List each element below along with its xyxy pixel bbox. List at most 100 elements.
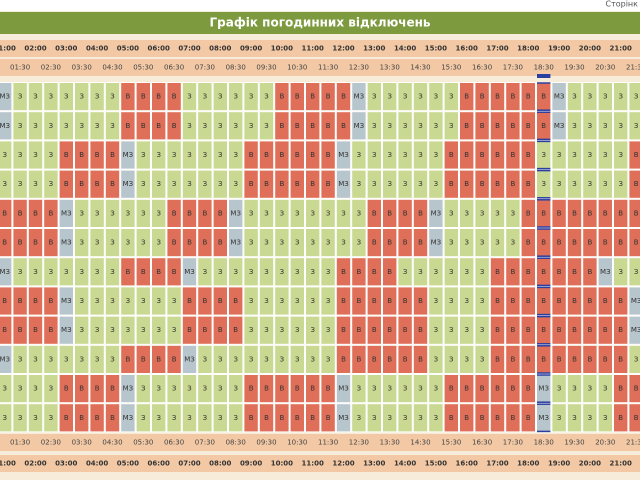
cell: [613, 315, 629, 345]
cell: [520, 286, 536, 316]
cell: [181, 198, 198, 229]
cell: [166, 169, 182, 199]
cell: [335, 198, 352, 229]
cell-label: З: [156, 209, 161, 217]
cell-label: В: [372, 239, 377, 247]
cell-label: З: [187, 414, 192, 422]
cell: [89, 140, 105, 170]
cell: [443, 257, 460, 287]
half-hour-label: 09:30: [256, 64, 276, 72]
cell-label: В: [634, 239, 639, 247]
half-hour-label: 13:30: [380, 64, 400, 72]
cell: [43, 228, 59, 258]
half-hour-label: 11:30: [318, 439, 338, 447]
cell: [412, 403, 429, 433]
cell-label: З: [387, 180, 392, 188]
cell-label: В: [587, 297, 592, 305]
cell-label: З: [33, 93, 38, 101]
cell-label: В: [587, 209, 592, 217]
cell-label: З: [603, 151, 608, 159]
cell: [289, 111, 306, 141]
cell-label: В: [326, 151, 331, 159]
cell: [305, 403, 321, 433]
cell: [351, 140, 367, 170]
cell-label: З: [110, 297, 115, 305]
cell-label: З: [280, 355, 285, 363]
cell-label: З: [233, 122, 238, 130]
cell: [243, 82, 259, 112]
cell-label: З: [233, 93, 238, 101]
cell: [181, 82, 198, 112]
cell: [58, 344, 74, 374]
cell: [443, 228, 460, 258]
cell-label: З: [33, 414, 38, 422]
cell: [628, 374, 640, 404]
cell: [120, 403, 136, 433]
cell: [228, 403, 244, 433]
cell-label: З: [218, 268, 223, 276]
cell: [274, 315, 290, 345]
hour-label: 11:00: [302, 460, 324, 468]
cell: [243, 111, 259, 141]
cell-label: З: [203, 414, 208, 422]
cell-label: В: [233, 326, 238, 334]
cell-label: В: [279, 385, 284, 393]
cell: [258, 82, 275, 112]
half-hour-label: 15:30: [441, 439, 461, 447]
cell-label: В: [526, 180, 531, 188]
cell: [74, 111, 90, 141]
cell-label: В: [495, 122, 500, 130]
cell: [382, 257, 398, 287]
hour-label: 02:00: [24, 45, 46, 53]
time-band: [0, 434, 640, 451]
cell-label: МЗ: [338, 151, 349, 159]
cell-label: МЗ: [338, 385, 349, 393]
cell: [166, 228, 182, 258]
cell-label: З: [264, 93, 269, 101]
cell-label: З: [95, 239, 100, 247]
cell: [366, 198, 383, 229]
cell-label: В: [603, 326, 608, 334]
cell: [474, 140, 490, 170]
cell: [382, 403, 398, 433]
cell: [489, 140, 506, 170]
cell: [258, 344, 275, 374]
cell: [135, 169, 152, 199]
cell: [151, 286, 167, 316]
cell: [366, 111, 383, 141]
cell-label: В: [79, 414, 84, 422]
cell: [212, 169, 229, 199]
cell-label: З: [49, 180, 54, 188]
cell-label: З: [387, 151, 392, 159]
cell: [443, 111, 460, 141]
cell-label: З: [64, 93, 69, 101]
cell-label: В: [18, 297, 23, 305]
cell: [135, 82, 152, 112]
cell: [89, 111, 105, 141]
cell: [181, 403, 198, 433]
cell-label: З: [634, 122, 639, 130]
cell: [382, 374, 398, 404]
cell-label: В: [64, 151, 69, 159]
cell-label: В: [310, 414, 315, 422]
cell-label: З: [341, 209, 346, 217]
cell: [397, 140, 413, 170]
cell-label: З: [449, 93, 454, 101]
cell: [489, 374, 506, 404]
cell-label: З: [618, 122, 623, 130]
cell-label: З: [233, 151, 238, 159]
cell-label: В: [510, 355, 515, 363]
cell-label: В: [510, 297, 515, 305]
cell: [520, 403, 536, 433]
half-hour-label: 17:30: [503, 439, 523, 447]
hour-label: 05:00: [117, 460, 139, 468]
cell-label: МЗ: [230, 239, 241, 247]
cell: [243, 344, 259, 374]
cell-label: В: [510, 268, 515, 276]
cell-label: З: [418, 385, 423, 393]
cell: [320, 228, 336, 258]
cell: [274, 111, 290, 141]
cell-label: В: [541, 268, 546, 276]
cell-label: З: [141, 180, 146, 188]
cell-label: З: [156, 326, 161, 334]
